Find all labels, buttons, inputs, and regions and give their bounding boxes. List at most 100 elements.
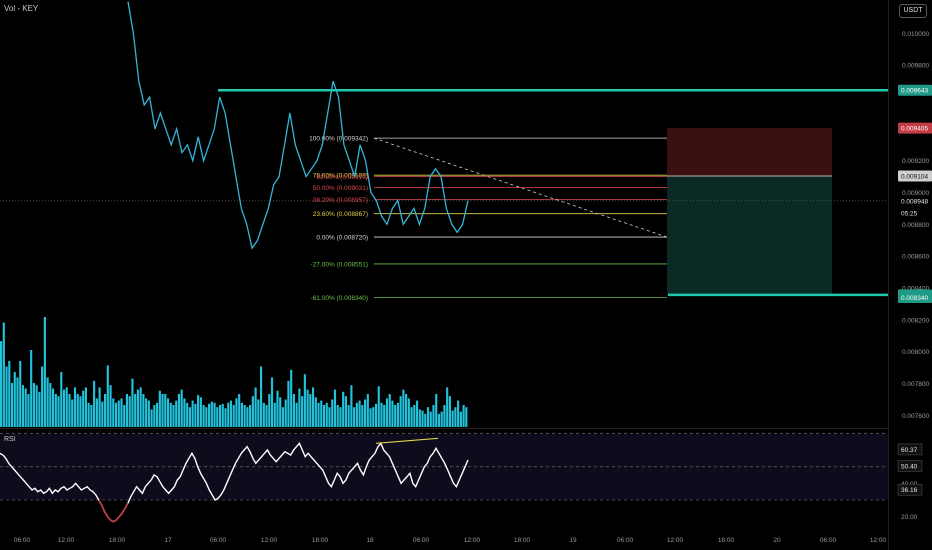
volume-bar: [2, 322, 5, 427]
volume-bar: [399, 396, 402, 427]
rsi-oversold-line: [98, 499, 129, 523]
price-axis-tick-label: 0.008800: [902, 222, 929, 229]
volume-bar: [180, 389, 183, 427]
volume-bar: [435, 394, 438, 427]
volume-bar: [374, 403, 378, 427]
price-tag-box: [898, 292, 932, 304]
volume-bar: [454, 407, 457, 427]
volume-bar: [76, 394, 79, 427]
volume-bar: [98, 387, 101, 427]
volume-bar: [112, 398, 115, 427]
volume-bar: [443, 405, 446, 427]
volume-bar: [328, 407, 331, 427]
price-tag-label: 0.009104: [901, 173, 928, 180]
volume-bar: [38, 391, 41, 427]
currency-button[interactable]: USDT: [899, 4, 927, 18]
time-axis-tick-label: 20: [773, 537, 781, 544]
time-axis-tick-label: 12:00: [261, 537, 278, 544]
fib-level-label: 61.80% (0.00910): [316, 174, 368, 181]
volume-bar: [325, 402, 328, 427]
volume-bar: [462, 405, 465, 427]
volume-bar: [287, 380, 290, 427]
volume-bar: [320, 400, 323, 427]
volume-bar: [391, 400, 394, 427]
volume-bar: [136, 389, 139, 427]
volume-bar: [166, 398, 170, 427]
volume-bar: [79, 396, 82, 427]
volume-bar: [57, 396, 60, 427]
fib-level-label: -61.00% (0.008340): [311, 295, 368, 302]
volume-bar: [218, 405, 222, 427]
volume-bar: [246, 407, 249, 427]
volume-bar: [342, 391, 345, 427]
volume-bar: [298, 388, 301, 427]
price-line: [127, 1, 469, 250]
volume-bar: [104, 394, 107, 427]
fib-level-label: 23.60% (0.008867): [313, 211, 368, 218]
volume-bar: [339, 407, 342, 427]
price-axis-tick-label: 0.008000: [902, 349, 929, 356]
volume-bar: [16, 377, 19, 427]
rsi-tag-box: [897, 483, 923, 496]
volume-bar: [10, 383, 14, 427]
volume-bar: [227, 402, 230, 427]
volume-bar: [410, 407, 413, 427]
volume-bar: [60, 372, 63, 427]
volume-bar: [440, 411, 443, 427]
time-axis-tick-label: 18:00: [109, 537, 126, 544]
volume-bar: [82, 390, 85, 427]
volume-bar: [153, 405, 156, 427]
volume-bar: [448, 396, 451, 427]
price-tag-label: 0.008948: [901, 198, 928, 205]
volume-bar: [402, 389, 405, 427]
time-axis-tick-label: 18:00: [312, 537, 329, 544]
volume-bar: [358, 400, 361, 427]
volume-bar: [388, 394, 391, 427]
volume-bar: [120, 398, 123, 427]
volume-bar: [65, 387, 68, 427]
volume-bar: [117, 400, 120, 427]
volume-bar: [270, 377, 274, 427]
volume-bar: [314, 397, 317, 427]
price-axis-tick-label: 0.009800: [902, 63, 929, 70]
volume-bar: [421, 410, 424, 427]
volume-bar: [407, 398, 410, 427]
volume-bar: [364, 399, 367, 427]
rsi-axis-tick-label: 60.37: [901, 447, 918, 454]
volume-bar: [62, 389, 66, 427]
rsi-indicator-label[interactable]: RSI: [4, 436, 16, 443]
volume-bar: [235, 398, 238, 427]
volume-bar: [413, 405, 416, 427]
time-axis-tick-label: 06:00: [820, 537, 837, 544]
volume-bar: [336, 405, 339, 427]
price-axis-tick-label: 0.007600: [902, 413, 929, 420]
volume-bar: [301, 396, 304, 427]
volume-bar: [134, 394, 137, 427]
volume-bar: [416, 400, 419, 427]
volume-bar: [216, 407, 219, 427]
volume-bar: [156, 402, 159, 427]
stop-loss-zone: [667, 128, 832, 176]
volume-bar: [46, 377, 49, 427]
price-tag-label: 0.009405: [901, 126, 928, 133]
volume-bar: [380, 402, 383, 427]
rsi-axis-tick-label: 20.00: [901, 514, 918, 521]
symbol-label[interactable]: Vol - KEY: [4, 4, 39, 13]
volume-bar: [30, 350, 33, 427]
volume-bar: [238, 394, 241, 427]
volume-bar: [114, 402, 118, 427]
volume-bar: [71, 399, 74, 427]
rsi-axis-tick-label: 50.40: [901, 464, 918, 471]
volume-bar: [273, 402, 276, 427]
fib-level-label: 38.20% (0.008957): [313, 197, 368, 204]
volume-bar: [303, 374, 306, 427]
fib-level-label: 50.00% (0.009031): [313, 185, 368, 192]
volume-bar: [139, 387, 142, 427]
rsi-tag-box: [897, 443, 923, 456]
volume-bar: [268, 394, 271, 427]
volume-bar: [41, 366, 44, 427]
volume-bar: [188, 407, 191, 427]
volume-bar: [432, 405, 435, 427]
